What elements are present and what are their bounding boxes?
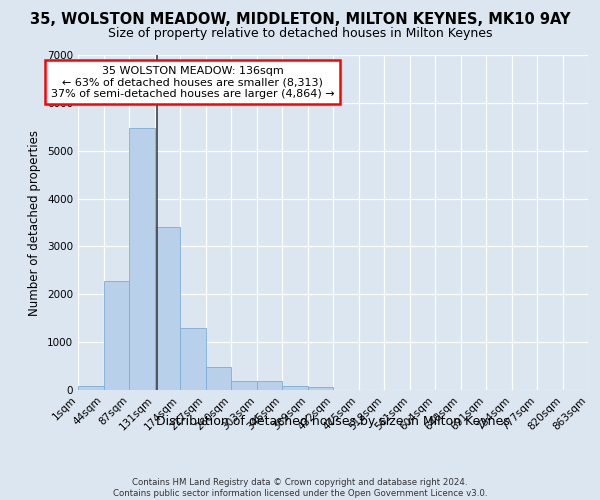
Bar (257, 381, 282, 390)
Bar (129, 128, 155, 390)
Bar (205, 366, 231, 390)
Text: Contains HM Land Registry data © Crown copyright and database right 2024.
Contai: Contains HM Land Registry data © Crown c… (113, 478, 487, 498)
Bar (231, 381, 257, 390)
Bar (180, 328, 205, 390)
Text: 35 WOLSTON MEADOW: 136sqm
← 63% of detached houses are smaller (8,313)
37% of se: 35 WOLSTON MEADOW: 136sqm ← 63% of detac… (51, 66, 335, 98)
Bar (282, 386, 308, 390)
Text: Distribution of detached houses by size in Milton Keynes: Distribution of detached houses by size … (156, 415, 510, 428)
Text: Size of property relative to detached houses in Milton Keynes: Size of property relative to detached ho… (108, 28, 492, 40)
Bar (104, 281, 129, 390)
Bar (155, 228, 180, 390)
Bar (78, 386, 104, 390)
Bar (308, 388, 333, 390)
Y-axis label: Number of detached properties: Number of detached properties (28, 130, 41, 316)
Text: 35, WOLSTON MEADOW, MIDDLETON, MILTON KEYNES, MK10 9AY: 35, WOLSTON MEADOW, MIDDLETON, MILTON KE… (30, 12, 570, 28)
